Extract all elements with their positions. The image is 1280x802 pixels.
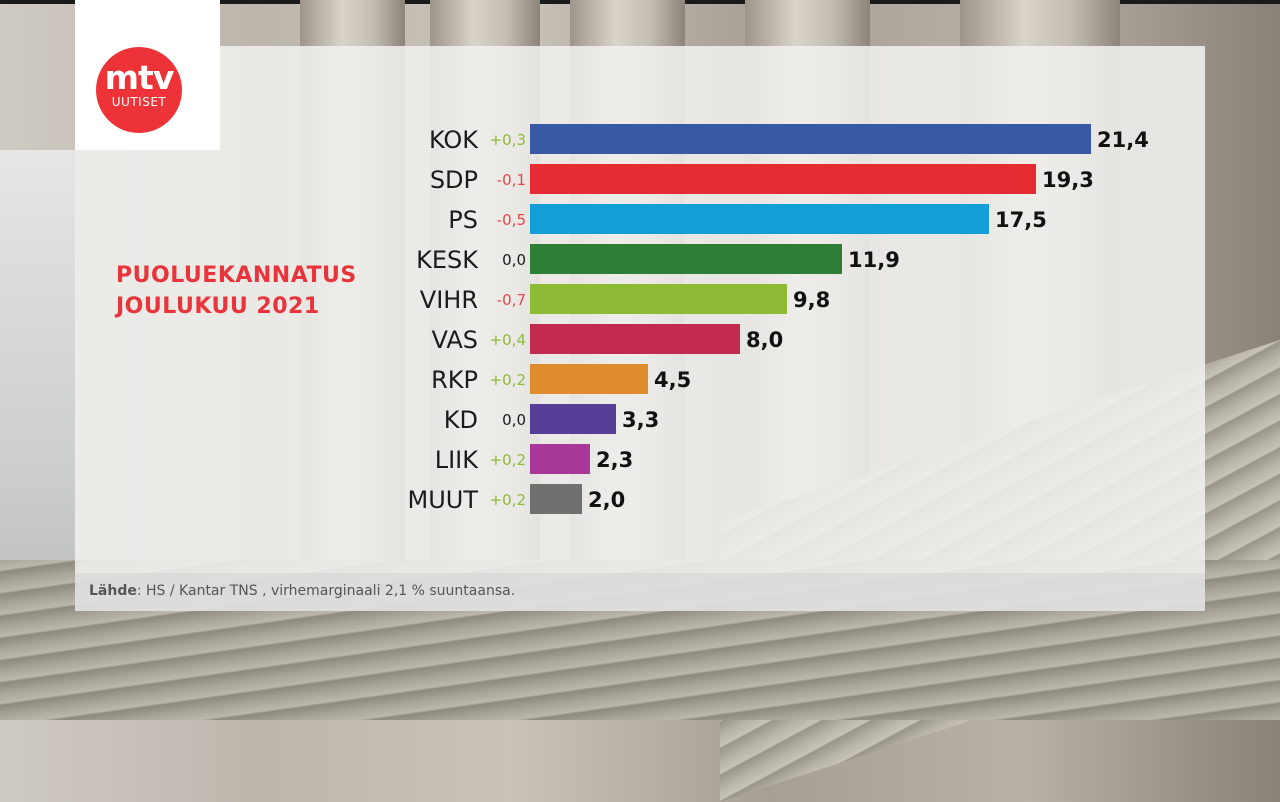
chart-title: PUOLUEKANNATUS JOULUKUU 2021: [116, 263, 357, 319]
party-label: MUUT: [407, 486, 479, 514]
party-row-sdp: SDP -0,1 19,3: [0, 164, 1280, 194]
change-label: 0,0: [502, 251, 526, 269]
source-note: Lähde: HS / Kantar TNS , virhemarginaali…: [89, 583, 516, 599]
change-label: -0,5: [496, 211, 526, 229]
party-row-rkp: RKP +0,2 4,5: [0, 364, 1280, 394]
value-label: 4,5: [654, 368, 692, 392]
source-strip: [75, 573, 1205, 611]
party-label: KD: [443, 406, 478, 434]
party-bar: [530, 324, 740, 354]
value-label: 11,9: [848, 248, 900, 272]
value-label: 17,5: [995, 208, 1047, 232]
party-bar: [530, 444, 590, 474]
value-label: 2,3: [596, 448, 634, 472]
party-row-muut: MUUT +0,2 2,0: [0, 484, 1280, 514]
party-bar: [530, 164, 1036, 194]
party-bar: [530, 244, 842, 274]
party-label: KESK: [416, 246, 478, 274]
party-row-kok: KOK +0,3 21,4: [0, 124, 1280, 154]
change-label: -0,1: [496, 171, 526, 189]
party-label: KOK: [428, 126, 478, 154]
party-row-vas: VAS +0,4 8,0: [0, 324, 1280, 354]
change-label: -0,7: [496, 291, 526, 309]
value-label: 2,0: [588, 488, 626, 512]
party-label: PS: [448, 206, 478, 234]
party-row-kesk: KESK 0,0 11,9: [0, 244, 1280, 274]
party-row-vihr: VIHR -0,7 9,8: [0, 284, 1280, 314]
party-row-ps: PS -0,5 17,5: [0, 204, 1280, 234]
party-bar: [530, 484, 582, 514]
party-bar: [530, 364, 648, 394]
party-bar: [530, 124, 1091, 154]
change-label: +0,2: [489, 491, 526, 509]
party-bar: [530, 404, 616, 434]
value-label: 3,3: [622, 408, 660, 432]
party-label: RKP: [431, 366, 478, 394]
change-label: +0,2: [489, 371, 526, 389]
party-label: VIHR: [419, 286, 478, 314]
party-row-kd: KD 0,0 3,3: [0, 404, 1280, 434]
logo-mtv-text: mtv: [104, 58, 175, 97]
change-label: 0,0: [502, 411, 526, 429]
change-label: +0,3: [489, 131, 526, 149]
value-label: 9,8: [793, 288, 831, 312]
change-label: +0,4: [489, 331, 526, 349]
value-label: 19,3: [1042, 168, 1094, 192]
value-label: 8,0: [746, 328, 784, 352]
party-bar: [530, 284, 787, 314]
party-label: LIIK: [434, 446, 478, 474]
party-label: SDP: [429, 166, 478, 194]
value-label: 21,4: [1097, 128, 1149, 152]
party-row-liik: LIIK +0,2 2,3: [0, 444, 1280, 474]
party-bar: [530, 204, 989, 234]
party-label: VAS: [431, 326, 478, 354]
mtv-uutiset-logo: mtv UUTISET: [96, 47, 182, 133]
logo-uutiset-text: UUTISET: [111, 95, 167, 109]
change-label: +0,2: [489, 451, 526, 469]
